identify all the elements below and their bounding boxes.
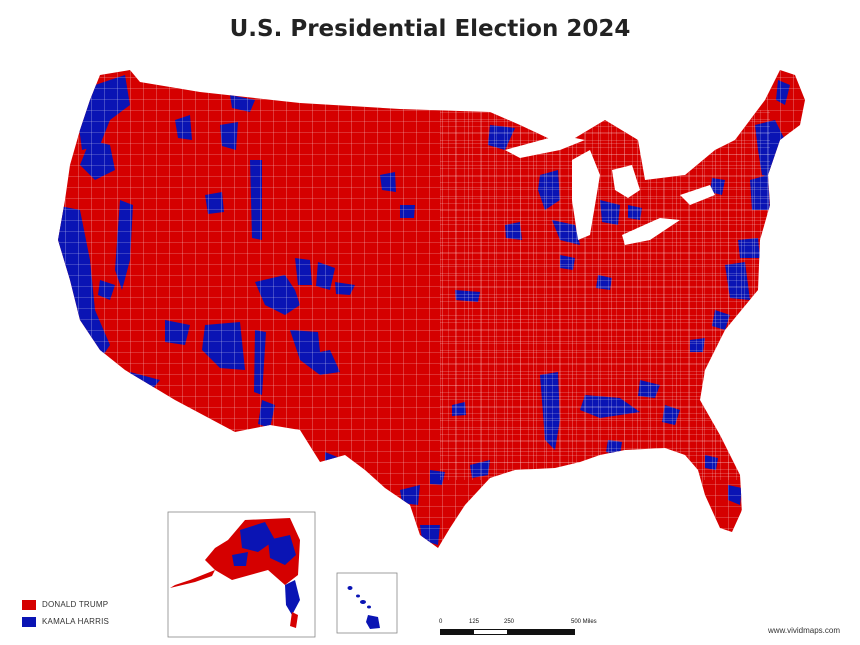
scale-tick: 250: [504, 619, 515, 625]
legend-item-trump: DONALD TRUMP: [22, 596, 109, 613]
legend-label: KAMALA HARRIS: [42, 617, 110, 626]
alaska-inset: [167, 511, 316, 638]
scale-tick: 0: [439, 619, 443, 625]
scale-bar-graphic: [440, 629, 575, 635]
map-title: U.S. Presidential Election 2024: [229, 16, 631, 42]
legend: DONALD TRUMP KAMALA HARRIS: [22, 596, 109, 630]
scale-bar: 0 125 250 500 Miles: [439, 619, 640, 635]
hawaii-inset: [336, 572, 398, 634]
contiguous-us: [58, 70, 805, 548]
legend-item-harris: KAMALA HARRIS: [22, 613, 109, 630]
legend-label: DONALD TRUMP: [42, 600, 109, 609]
credit-text: www.vividmaps.com: [767, 626, 840, 635]
scale-tick: 500 Miles: [571, 619, 597, 625]
trump-swatch: [22, 599, 36, 610]
scale-tick: 125: [469, 619, 480, 625]
great-lakes: [505, 135, 715, 245]
harris-swatch: [22, 616, 36, 627]
